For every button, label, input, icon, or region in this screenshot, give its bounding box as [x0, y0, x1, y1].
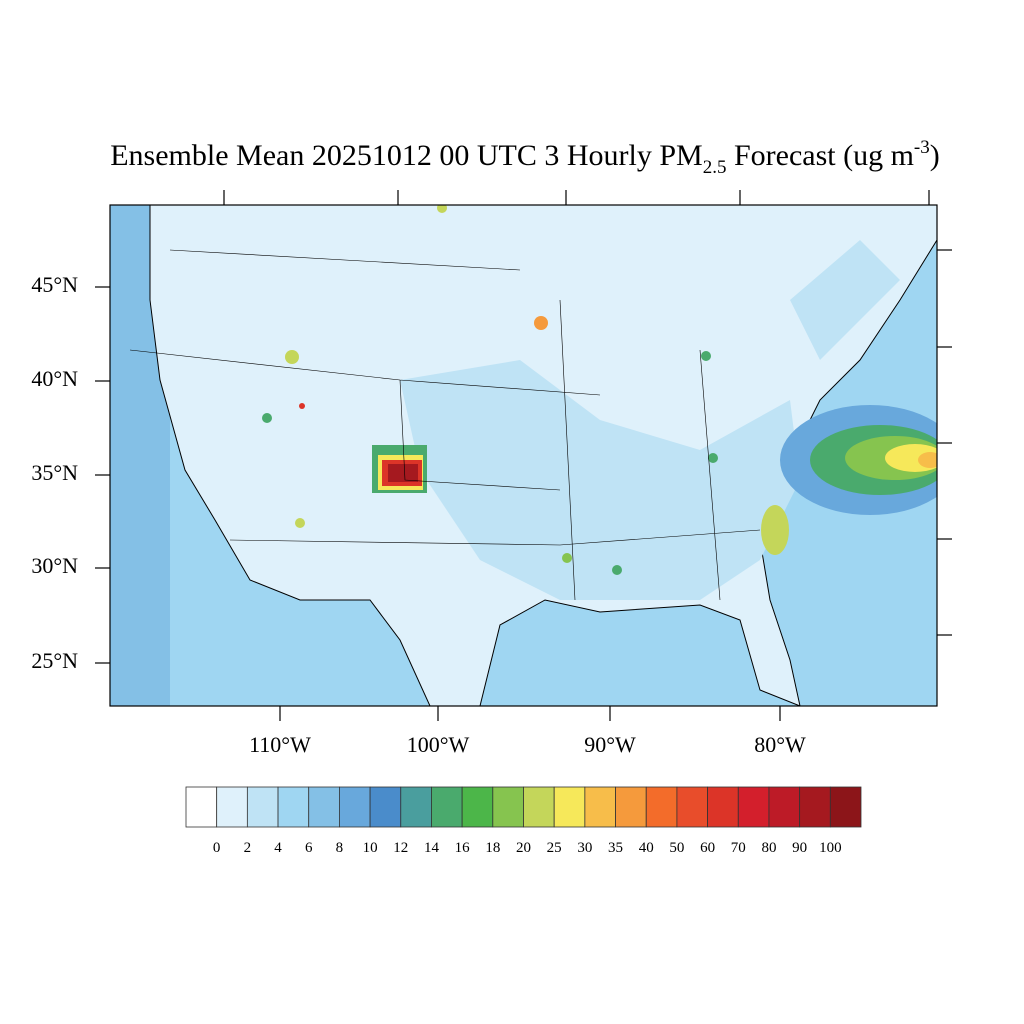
- colorbar-label: 40: [639, 840, 654, 856]
- hotspot: [295, 518, 305, 528]
- colorbar-box: [185, 786, 218, 828]
- colorbar-box: [615, 786, 647, 828]
- colorbar-label: 30: [577, 840, 592, 856]
- colorbar-label: 35: [608, 840, 623, 856]
- colorbar-box: [400, 786, 432, 828]
- colorbar-label: 10: [363, 840, 378, 856]
- colorbar-label: 50: [669, 840, 684, 856]
- plume: [918, 452, 937, 468]
- colorbar-label: 6: [305, 840, 313, 856]
- frame-ticks: [223, 190, 952, 636]
- latitude-label: 30°N: [31, 553, 78, 578]
- hotspot: [437, 205, 447, 213]
- colorbar-label: 100: [819, 840, 842, 856]
- plume: [761, 505, 789, 555]
- title-text: Forecast (ug m: [726, 139, 913, 172]
- longitude-label: 100°W: [407, 732, 470, 757]
- longitude-label: 80°W: [754, 732, 806, 757]
- colorbar-label: 16: [455, 840, 471, 856]
- colorbar-label: 4: [274, 840, 282, 856]
- longitude-label: 90°W: [584, 732, 636, 757]
- colorbar-box: [277, 786, 310, 828]
- longitude-label: 110°W: [249, 732, 311, 757]
- latitude-label: 40°N: [31, 366, 78, 391]
- colorbar-box: [246, 786, 279, 828]
- hotspot: [299, 403, 305, 409]
- colorbar-box: [308, 786, 340, 828]
- title-superscript: -3: [914, 137, 930, 158]
- colorbar-label: 14: [424, 840, 440, 856]
- latitude-label: 35°N: [31, 460, 78, 485]
- colorbar-box: [461, 786, 494, 828]
- map-frame: [109, 204, 938, 707]
- latitude-label: 25°N: [31, 648, 78, 673]
- hotspot: [708, 453, 718, 463]
- state-borders: [129, 249, 761, 601]
- hotspot: [388, 464, 418, 482]
- colorbar-box: [768, 786, 801, 828]
- colorbar-box: [492, 786, 524, 828]
- colorbar-box: [799, 786, 831, 828]
- colorbar-box: [216, 786, 248, 828]
- colorbar-box: [707, 786, 739, 828]
- hotspot: [562, 553, 572, 563]
- colorbar-box: [584, 786, 616, 828]
- latitude-label: 45°N: [31, 272, 78, 297]
- colorbar-box: [523, 786, 555, 828]
- hotspot: [285, 350, 299, 364]
- colorbar-box: [553, 786, 586, 828]
- colorbar-label: 2: [244, 840, 252, 856]
- colorbar-label: 60: [700, 840, 715, 856]
- title-subscript: 2.5: [703, 157, 727, 178]
- colorbar-label: 20: [516, 840, 531, 856]
- colorbar-label: 12: [393, 840, 408, 856]
- colorbar-label: 8: [336, 840, 344, 856]
- title-text: ): [930, 139, 940, 172]
- colorbar-label: 25: [547, 840, 562, 856]
- colorbar-label: 70: [731, 840, 746, 856]
- colorbar-label: 80: [761, 840, 776, 856]
- colorbar-box: [829, 786, 862, 828]
- hotspot: [534, 316, 548, 330]
- haze-region: [790, 240, 900, 360]
- colorbar-label: 0: [213, 840, 221, 856]
- map: [110, 205, 937, 706]
- colorbar-box: [369, 786, 402, 828]
- hotspot: [262, 413, 272, 423]
- hotspot: [701, 351, 711, 361]
- colorbar-box: [431, 786, 463, 828]
- colorbar-label: 18: [485, 840, 500, 856]
- hotspot: [612, 565, 622, 575]
- title-text: Ensemble Mean 20251012 00 UTC 3 Hourly P…: [110, 139, 702, 172]
- colorbar-box: [676, 786, 708, 828]
- colorbar-box: [737, 786, 770, 828]
- colorbar-label: 90: [792, 840, 807, 856]
- colorbar-box: [645, 786, 678, 828]
- map-title: Ensemble Mean 20251012 00 UTC 3 Hourly P…: [110, 137, 940, 178]
- colorbar-box: [339, 786, 371, 828]
- haze-region: [400, 360, 800, 600]
